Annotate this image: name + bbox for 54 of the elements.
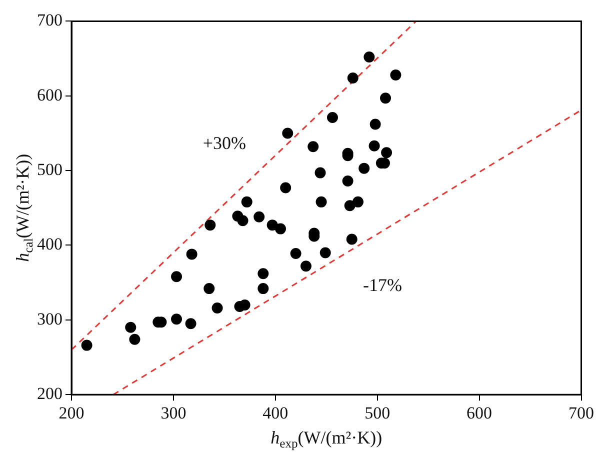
point — [342, 176, 354, 187]
point — [171, 271, 182, 282]
point — [81, 340, 92, 351]
point — [320, 247, 331, 258]
point — [314, 167, 326, 178]
point — [171, 314, 182, 325]
point — [352, 196, 364, 208]
x-tick-label: 700 — [568, 403, 594, 422]
point — [241, 196, 252, 208]
point — [239, 299, 250, 310]
point — [380, 92, 392, 104]
point — [347, 72, 358, 84]
point — [258, 268, 269, 280]
point — [204, 220, 216, 231]
point — [275, 223, 286, 234]
point — [186, 248, 198, 260]
x-tick-label: 500 — [364, 403, 390, 422]
point — [254, 211, 265, 222]
point — [290, 248, 302, 259]
point — [364, 52, 375, 63]
y-axis-title: hcal(W/(m²·K)) — [12, 154, 36, 262]
point — [282, 128, 294, 139]
point — [368, 140, 380, 152]
point — [308, 141, 319, 152]
y-tick-label: 400 — [37, 234, 62, 254]
point — [300, 260, 312, 272]
x-tick-label: 400 — [262, 403, 288, 422]
point — [129, 334, 140, 345]
point — [258, 283, 269, 294]
point — [125, 322, 136, 333]
x-tick-label: 300 — [160, 403, 186, 422]
point — [326, 112, 338, 124]
point — [204, 283, 215, 294]
x-tick-label: 200 — [58, 403, 84, 422]
y-tick-label: 500 — [37, 160, 62, 180]
point — [237, 215, 248, 226]
annotation: -17% — [362, 275, 402, 296]
point — [346, 234, 358, 245]
point — [316, 196, 327, 208]
annotation: +30% — [202, 133, 246, 154]
point — [390, 69, 402, 80]
y-tick-label: 200 — [37, 384, 62, 404]
point — [185, 318, 196, 330]
point — [266, 220, 278, 231]
point — [212, 302, 223, 314]
point — [358, 162, 370, 174]
y-tick-label: 600 — [37, 85, 62, 104]
point — [280, 182, 292, 194]
point — [381, 147, 392, 158]
y-tick-label: 300 — [37, 309, 62, 328]
x-tick-label: 600 — [466, 403, 492, 422]
point — [370, 118, 381, 130]
y-tick-label: 700 — [37, 10, 62, 30]
point — [344, 200, 356, 212]
